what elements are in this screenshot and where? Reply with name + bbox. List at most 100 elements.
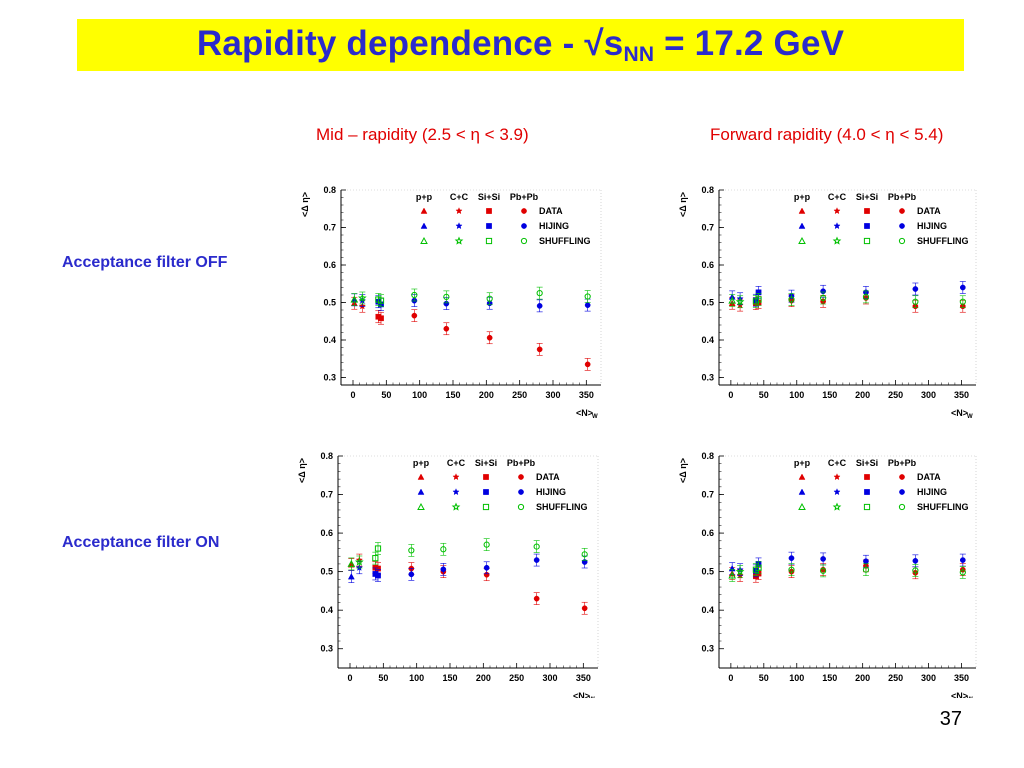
y-tick-label: 0.6 bbox=[320, 528, 333, 538]
y-tick-label: 0.8 bbox=[701, 451, 714, 461]
legend-marker bbox=[451, 502, 461, 511]
data-point-hijing bbox=[912, 557, 919, 564]
data-point-shuffling bbox=[584, 293, 591, 300]
legend-label: HIJING bbox=[917, 487, 947, 497]
y-tick-label: 0.7 bbox=[320, 490, 333, 500]
data-point-shuffling bbox=[372, 555, 379, 562]
data-point-shuffling bbox=[377, 297, 385, 304]
legend-column-header: C+C bbox=[828, 192, 847, 202]
data-point-shuffling bbox=[581, 551, 588, 558]
x-tick-label: 50 bbox=[759, 390, 769, 400]
data-point-shuffling bbox=[443, 293, 450, 300]
data-point-shuffling bbox=[533, 543, 540, 550]
x-tick-label: 0 bbox=[350, 390, 355, 400]
data-point-hijing bbox=[959, 284, 966, 291]
x-axis-label: <N> bbox=[576, 408, 593, 418]
y-tick-label: 0.7 bbox=[323, 223, 336, 233]
data-point-shuffling bbox=[788, 296, 795, 303]
data-point-hijing bbox=[536, 303, 543, 309]
y-tick-label: 0.3 bbox=[320, 644, 333, 654]
legend-marker bbox=[864, 208, 870, 214]
data-point-hijing bbox=[788, 555, 795, 561]
x-tick-label: 300 bbox=[921, 673, 936, 683]
x-axis-label-subscript: W bbox=[592, 414, 598, 420]
legend-marker bbox=[833, 488, 841, 496]
y-tick-label: 0.5 bbox=[701, 298, 714, 308]
y-tick-label: 0.8 bbox=[323, 185, 336, 195]
title-subscript: NN bbox=[623, 42, 655, 66]
y-tick-label: 0.8 bbox=[701, 185, 714, 195]
x-tick-label: 300 bbox=[921, 390, 936, 400]
legend-marker bbox=[417, 502, 425, 510]
legend-column-header: Si+Si bbox=[478, 192, 500, 202]
chart-mid-on: 0.3 0.4 0.5 0.6 0.7 0.8 0 50 100 150 200 250 300 350 <… bbox=[292, 446, 612, 703]
legend-marker bbox=[482, 503, 490, 511]
data-point-shuffling bbox=[788, 566, 795, 573]
legend-column-header: Pb+Pb bbox=[510, 192, 539, 202]
legend-marker bbox=[899, 223, 905, 229]
data-point-hijing bbox=[912, 286, 919, 292]
x-tick-label: 300 bbox=[542, 673, 557, 683]
x-tick-label: 250 bbox=[888, 390, 903, 400]
legend-marker bbox=[832, 502, 842, 511]
x-tick-label: 350 bbox=[576, 673, 591, 683]
legend-label: DATA bbox=[536, 472, 560, 482]
page-number: 37 bbox=[939, 708, 962, 730]
y-axis-label: <Δ η> bbox=[678, 192, 688, 217]
data-point-hijing bbox=[820, 556, 826, 562]
chart-fwd-on: 0.3 0.4 0.5 0.6 0.7 0.8 0 50 100 150 200 250 300 350 <… bbox=[676, 446, 986, 703]
legend-marker bbox=[798, 473, 806, 480]
legend-column-header: p+p bbox=[794, 192, 811, 202]
y-tick-label: 0.6 bbox=[701, 528, 714, 538]
x-tick-label: 100 bbox=[409, 673, 424, 683]
data-point-shuffling bbox=[358, 293, 367, 302]
column-header-mid: Mid – rapidity (2.5 < η < 3.9) bbox=[316, 125, 529, 144]
x-axis-label-subscript: W bbox=[589, 697, 595, 698]
x-tick-label: 150 bbox=[822, 390, 837, 400]
legend-marker bbox=[483, 489, 489, 495]
y-tick-label: 0.3 bbox=[701, 644, 714, 654]
legend-label: HIJING bbox=[917, 221, 947, 231]
y-tick-label: 0.3 bbox=[323, 373, 336, 383]
x-tick-label: 0 bbox=[728, 390, 733, 400]
legend-column-header: Si+Si bbox=[856, 192, 878, 202]
legend-column-header: C+C bbox=[828, 458, 847, 468]
data-point-hijing bbox=[959, 557, 966, 563]
legend-marker bbox=[864, 489, 870, 495]
data-point-hijing bbox=[584, 302, 591, 308]
data-point-hijing bbox=[347, 573, 355, 580]
legend-marker bbox=[417, 473, 425, 480]
x-tick-label: 0 bbox=[728, 673, 733, 683]
y-axis-label: <Δ η> bbox=[678, 458, 688, 483]
legend-marker bbox=[798, 502, 806, 510]
data-point-shuffling bbox=[755, 296, 762, 303]
legend-marker bbox=[898, 237, 906, 245]
legend-marker bbox=[864, 474, 870, 480]
legend-column-header: p+p bbox=[416, 192, 433, 202]
x-tick-label: 50 bbox=[378, 673, 388, 683]
legend-marker bbox=[832, 236, 842, 245]
x-tick-label: 250 bbox=[509, 673, 524, 683]
y-tick-label: 0.7 bbox=[701, 490, 714, 500]
legend-marker bbox=[452, 473, 460, 481]
y-tick-label: 0.5 bbox=[323, 298, 336, 308]
data-point-shuffling bbox=[959, 569, 966, 576]
chart-mid-off: 0.3 0.4 0.5 0.6 0.7 0.8 0 50 100 150 200 250 300 350 <… bbox=[296, 180, 612, 432]
data-point-shuffling bbox=[440, 546, 447, 553]
chart-mid-off-svg: 0.3 0.4 0.5 0.6 0.7 0.8 0 50 100 150 200 250 300 350 <… bbox=[300, 185, 602, 420]
x-tick-label: 350 bbox=[954, 673, 969, 683]
data-point-shuffling bbox=[755, 564, 762, 571]
x-tick-label: 150 bbox=[445, 390, 460, 400]
y-tick-label: 0.4 bbox=[701, 335, 714, 345]
legend-column-header: p+p bbox=[413, 458, 430, 468]
x-axis-label-subscript: W bbox=[967, 697, 973, 698]
legend-marker bbox=[899, 208, 905, 214]
x-tick-label: 250 bbox=[888, 673, 903, 683]
legend-marker bbox=[899, 474, 905, 480]
data-point-shuffling bbox=[820, 567, 827, 574]
data-point-shuffling bbox=[411, 291, 418, 299]
data-point-data bbox=[411, 312, 418, 319]
legend-label: DATA bbox=[917, 206, 941, 216]
data-point-data bbox=[443, 325, 450, 332]
legend-marker bbox=[420, 222, 428, 229]
